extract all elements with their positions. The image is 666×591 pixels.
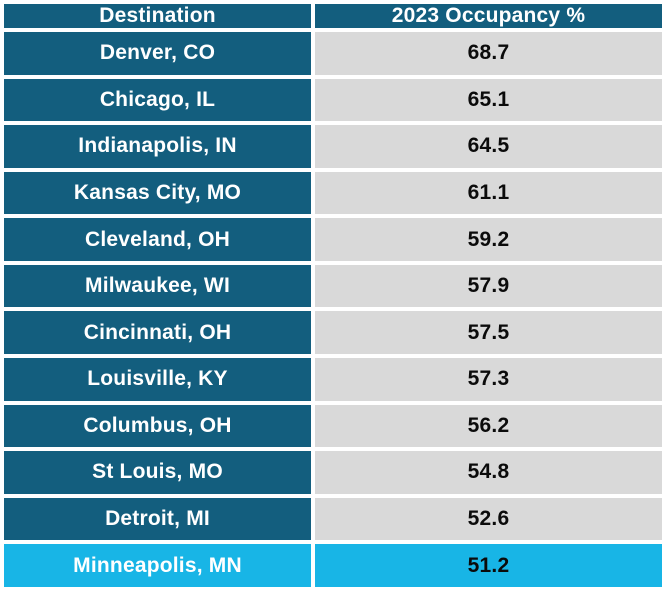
- destination-cell: Chicago, IL: [4, 78, 311, 122]
- table-row: Chicago, IL 65.1: [4, 78, 662, 122]
- occupancy-cell: 56.2: [315, 404, 662, 448]
- destination-cell: Denver, CO: [4, 32, 311, 75]
- destination-cell: Detroit, MI: [4, 497, 311, 541]
- occupancy-cell: 51.2: [315, 544, 662, 587]
- destination-cell: Columbus, OH: [4, 404, 311, 448]
- occupancy-cell: 65.1: [315, 78, 662, 122]
- occupancy-cell: 54.8: [315, 451, 662, 494]
- occupancy-cell: 64.5: [315, 125, 662, 168]
- occupancy-cell: 57.9: [315, 264, 662, 308]
- table-row: St Louis, MO 54.8: [4, 451, 662, 494]
- destination-cell: Kansas City, MO: [4, 171, 311, 215]
- table-row: Louisville, KY 57.3: [4, 358, 662, 401]
- table-row: Cleveland, OH 59.2: [4, 218, 662, 261]
- destination-cell: Cleveland, OH: [4, 218, 311, 261]
- table-body: Denver, CO 68.7 Chicago, IL 65.1 Indianapoli…: [4, 32, 662, 587]
- occupancy-cell: 52.6: [315, 497, 662, 541]
- destination-cell: St Louis, MO: [4, 451, 311, 494]
- occupancy-cell: 61.1: [315, 171, 662, 215]
- occupancy-cell: 68.7: [315, 32, 662, 75]
- col-header-destination: Destination: [4, 4, 311, 28]
- header-row: Destination 2023 Occupancy %: [4, 4, 662, 28]
- destination-cell: Minneapolis, MN: [4, 544, 311, 587]
- table-row: Columbus, OH 56.2: [4, 404, 662, 448]
- table-row: Detroit, MI 52.6: [4, 497, 662, 541]
- occupancy-cell: 57.3: [315, 358, 662, 401]
- table-row: Indianapolis, IN 64.5: [4, 125, 662, 168]
- table-row: Cincinnati, OH 57.5: [4, 311, 662, 355]
- destination-cell: Indianapolis, IN: [4, 125, 311, 168]
- table-row: Milwaukee, WI 57.9: [4, 264, 662, 308]
- table-row: Kansas City, MO 61.1: [4, 171, 662, 215]
- col-header-occupancy: 2023 Occupancy %: [315, 4, 662, 28]
- table-row: Minneapolis, MN 51.2: [4, 544, 662, 587]
- occupancy-cell: 57.5: [315, 311, 662, 355]
- destination-cell: Louisville, KY: [4, 358, 311, 401]
- table-row: Denver, CO 68.7: [4, 32, 662, 75]
- occupancy-cell: 59.2: [315, 218, 662, 261]
- destination-cell: Cincinnati, OH: [4, 311, 311, 355]
- destination-cell: Milwaukee, WI: [4, 264, 311, 308]
